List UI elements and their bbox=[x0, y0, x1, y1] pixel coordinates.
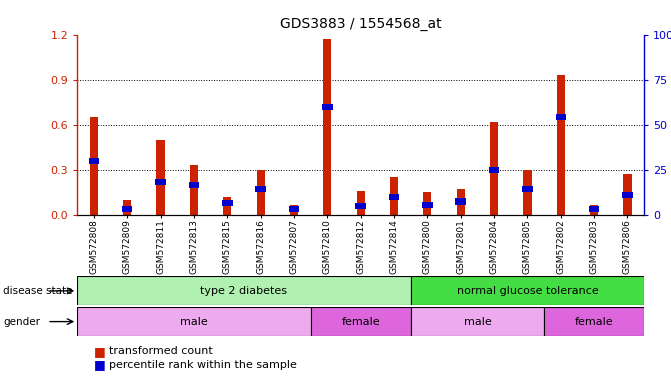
Bar bbox=[622, 192, 633, 199]
Bar bbox=[223, 197, 231, 215]
Bar bbox=[77, 276, 411, 305]
Bar bbox=[77, 307, 311, 336]
Text: male: male bbox=[464, 316, 491, 327]
Bar bbox=[256, 187, 266, 192]
Bar bbox=[356, 203, 366, 209]
Bar bbox=[222, 200, 233, 206]
Title: GDS3883 / 1554568_at: GDS3883 / 1554568_at bbox=[280, 17, 442, 31]
Bar bbox=[323, 39, 331, 215]
Bar bbox=[544, 307, 644, 336]
Text: female: female bbox=[575, 316, 613, 327]
Text: percentile rank within the sample: percentile rank within the sample bbox=[109, 360, 297, 370]
Bar bbox=[156, 140, 164, 215]
Bar bbox=[457, 189, 465, 215]
Text: transformed count: transformed count bbox=[109, 346, 213, 356]
Text: normal glucose tolerance: normal glucose tolerance bbox=[456, 286, 599, 296]
Bar bbox=[389, 194, 399, 200]
Bar bbox=[456, 199, 466, 205]
Bar bbox=[488, 167, 499, 173]
Bar bbox=[190, 166, 198, 215]
Text: female: female bbox=[342, 316, 380, 327]
Text: disease state: disease state bbox=[3, 286, 73, 296]
Bar bbox=[390, 177, 398, 215]
Bar bbox=[422, 202, 433, 207]
Bar bbox=[122, 206, 132, 212]
Bar bbox=[90, 117, 98, 215]
Bar bbox=[411, 307, 544, 336]
Bar bbox=[590, 205, 599, 215]
Bar bbox=[189, 182, 199, 188]
Bar bbox=[623, 174, 631, 215]
Bar bbox=[322, 104, 333, 110]
Bar bbox=[411, 276, 644, 305]
Bar bbox=[123, 200, 132, 215]
Bar bbox=[289, 206, 299, 212]
Bar bbox=[557, 75, 565, 215]
Bar bbox=[523, 170, 531, 215]
Bar bbox=[311, 307, 411, 336]
Bar bbox=[490, 122, 498, 215]
Bar bbox=[556, 114, 566, 120]
Text: ■: ■ bbox=[94, 358, 106, 371]
Bar bbox=[290, 205, 298, 215]
Bar bbox=[89, 158, 99, 164]
Bar bbox=[356, 191, 365, 215]
Bar bbox=[589, 206, 599, 212]
Text: gender: gender bbox=[3, 316, 40, 327]
Text: type 2 diabetes: type 2 diabetes bbox=[201, 286, 287, 296]
Bar bbox=[155, 179, 166, 185]
Bar bbox=[522, 187, 533, 192]
Bar bbox=[256, 170, 264, 215]
Bar bbox=[423, 192, 431, 215]
Text: male: male bbox=[180, 316, 208, 327]
Text: ■: ■ bbox=[94, 345, 106, 358]
